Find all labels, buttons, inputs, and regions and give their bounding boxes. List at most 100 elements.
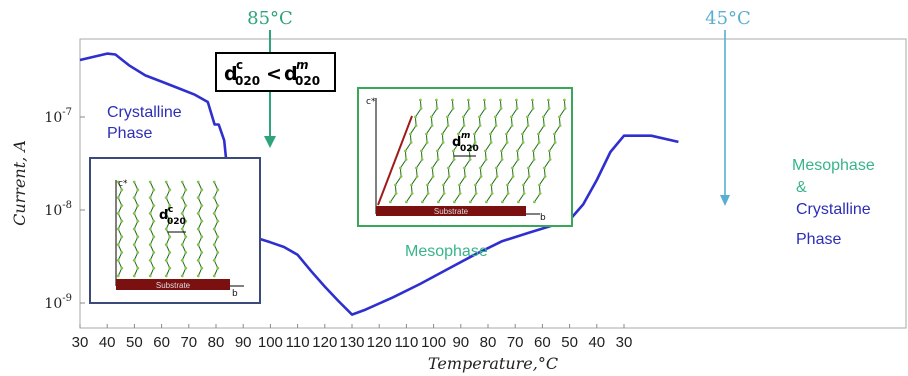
chain-dot — [409, 141, 413, 144]
chain-dot — [116, 243, 120, 247]
chain-dot — [196, 196, 200, 200]
chain-dot — [184, 251, 188, 254]
chain-dot — [499, 98, 502, 102]
chain-dot — [116, 258, 120, 262]
x-tick-label: 70 — [180, 334, 197, 351]
svg-text:m: m — [296, 58, 309, 72]
chain-dot — [212, 274, 216, 278]
x-axis-label: Temperature,°C — [428, 354, 558, 373]
chain-dot — [516, 158, 520, 161]
arrow-45c-head — [720, 195, 730, 206]
chain-dot — [467, 98, 470, 102]
chain-dot — [468, 158, 472, 161]
chain-dot — [499, 107, 503, 110]
chain-dot — [435, 98, 438, 102]
svg-text:020: 020 — [167, 217, 186, 227]
chain-dot — [180, 211, 184, 215]
chain-dot — [164, 243, 168, 247]
chain-dot — [451, 98, 454, 102]
chain-dot — [136, 219, 140, 223]
chain-dot — [216, 251, 220, 254]
chain-dot — [132, 211, 136, 215]
label-phase: Phase — [107, 125, 152, 142]
chain-dot — [136, 204, 140, 207]
chain-dot — [148, 243, 152, 247]
chain-dot — [180, 196, 184, 200]
chain-dot — [542, 115, 545, 119]
chain-dot — [473, 132, 476, 136]
svg-text:020: 020 — [460, 144, 479, 154]
chain-dot — [132, 258, 136, 262]
chain-dot — [404, 149, 407, 153]
chain-dot — [457, 141, 461, 144]
chain-dot — [483, 107, 487, 110]
chain-dot — [196, 274, 200, 278]
chain-dot — [404, 158, 408, 161]
chain-dot — [431, 175, 435, 178]
chain-dot — [212, 196, 216, 200]
chain-dot — [435, 107, 439, 110]
chain-dot — [511, 166, 514, 170]
inset-right-d-label: d 020 m — [452, 131, 479, 154]
chain-dot — [478, 115, 481, 119]
chain-dot — [168, 266, 172, 270]
chain-dot — [196, 258, 200, 262]
chain-dot — [399, 166, 402, 170]
chain-dot — [430, 115, 433, 119]
chain-dot — [184, 235, 188, 239]
chain-dot — [473, 141, 477, 144]
chain-dot — [453, 200, 456, 204]
arrow-85c-head — [264, 136, 276, 148]
chain-dot — [409, 132, 412, 136]
chain-dot — [505, 132, 508, 136]
chain-dot — [542, 124, 546, 127]
chain-dot — [430, 124, 434, 127]
chain-dot — [490, 192, 494, 195]
chain-dot — [184, 188, 188, 192]
x-tick-label: 90 — [452, 334, 469, 351]
chain-dot — [196, 227, 200, 231]
chain-dot — [415, 166, 418, 170]
chain-dot — [522, 192, 526, 195]
chain-dot — [494, 115, 497, 119]
chain-dot — [425, 141, 429, 144]
chain-dot — [132, 274, 136, 278]
chain-dot — [216, 188, 220, 192]
chain-dot — [152, 235, 156, 239]
chain-dot — [420, 149, 423, 153]
chain-dot — [526, 124, 530, 127]
svg-text:<: < — [266, 63, 282, 85]
chain-dot — [431, 166, 434, 170]
chain-dot — [563, 98, 566, 102]
chain-dot — [495, 166, 498, 170]
chain-dot — [212, 243, 216, 247]
chain-dot — [168, 188, 172, 192]
x-tick-label: 70 — [507, 334, 524, 351]
chain-dot — [501, 200, 504, 204]
chain-dot — [458, 183, 461, 187]
label-mix-phase: Phase — [796, 231, 841, 248]
annotation-45c: 45°C — [705, 8, 751, 29]
chain-dot — [216, 235, 220, 239]
chain-dot — [116, 227, 120, 231]
chain-dot — [527, 175, 531, 178]
chain-dot — [216, 204, 220, 207]
chain-dot — [152, 188, 156, 192]
chain-dot — [468, 149, 471, 153]
chain-dot — [548, 158, 552, 161]
svg-text:020: 020 — [295, 74, 320, 88]
svg-text:c: c — [168, 205, 173, 215]
x-tick-label: 30 — [72, 334, 89, 351]
x-tick-label: 120 — [312, 334, 337, 351]
x-tick-label: 30 — [616, 334, 633, 351]
chain-dot — [538, 183, 541, 187]
chain-dot — [148, 196, 152, 200]
plot-frame — [79, 38, 907, 329]
chain-dot — [437, 200, 440, 204]
chain-dot — [452, 149, 455, 153]
x-axis: 30 40 50 60 70 80 90 100 110 120 130 120 110 100 90 80 7… — [72, 324, 633, 351]
chain-dot — [120, 188, 124, 192]
chain-dot — [484, 149, 487, 153]
chain-dot — [414, 115, 417, 119]
chain-dot — [558, 115, 561, 119]
